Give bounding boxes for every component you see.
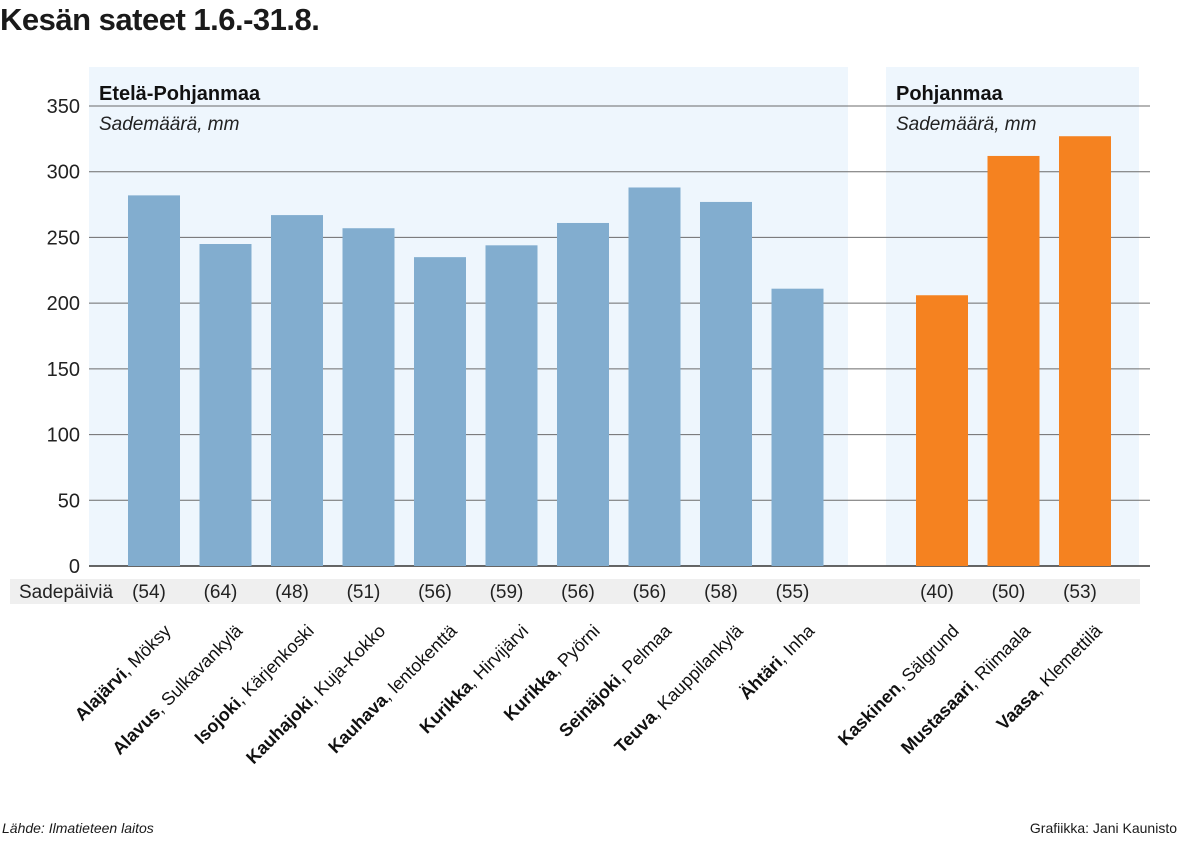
y-tick-label: 350 xyxy=(47,96,80,118)
station-label: Kauhava, lentokenttä xyxy=(324,620,461,757)
station-label: Mustasaari, Riimaala xyxy=(897,620,1035,758)
rain-days-label: Sadepäiviä xyxy=(19,582,113,603)
station-site: , Möksy xyxy=(117,621,175,679)
station-name: Mustasaari xyxy=(897,677,978,758)
y-tick-label: 0 xyxy=(69,556,80,578)
y-tick-label: 100 xyxy=(47,425,80,447)
bar xyxy=(485,245,538,567)
rain-days-value: (55) xyxy=(776,582,810,603)
station-site: , Hirvijärvi xyxy=(462,621,532,691)
y-tick-label: 200 xyxy=(47,293,80,315)
bar xyxy=(700,201,752,566)
bar xyxy=(557,222,609,566)
rain-days-value: (56) xyxy=(561,582,595,603)
rain-days-value: (53) xyxy=(1063,582,1097,603)
station-name: Kauhajoki xyxy=(242,693,317,768)
bar xyxy=(1059,136,1111,566)
station-site: , Riimaala xyxy=(964,620,1035,691)
bar xyxy=(771,288,824,566)
station-label: Isojoki, Kärjenkoski xyxy=(191,621,318,748)
bar xyxy=(414,257,466,566)
station-site: , Klemettilä xyxy=(1029,620,1107,698)
group-title: Etelä-Pohjanmaa xyxy=(99,83,261,105)
station-site: , Pyörni xyxy=(547,621,604,678)
rain-days-value: (59) xyxy=(490,582,524,603)
station-name: Kaskinen xyxy=(834,679,905,750)
rain-days-value: (51) xyxy=(347,582,381,603)
rain-days-value: (56) xyxy=(418,582,452,603)
rain-days-value: (50) xyxy=(992,582,1026,603)
bar xyxy=(342,228,395,566)
y-tick-label: 250 xyxy=(47,227,80,249)
station-site: , Sälgrund xyxy=(891,621,963,693)
station-site: , Inha xyxy=(772,620,819,667)
station-label: Kauhajoki, Kuja-Kokko xyxy=(242,621,389,768)
y-tick-label: 50 xyxy=(58,490,80,512)
station-name: Seinäjoki xyxy=(555,671,625,741)
bar xyxy=(916,295,968,566)
graphics-credit: Grafiikka: Jani Kaunisto xyxy=(1029,820,1177,836)
rain-days-value: (40) xyxy=(920,582,954,603)
chart-title: Kesän sateet 1.6.-31.8. xyxy=(0,2,320,37)
station-label: Alavus, Sulkavankylä xyxy=(108,620,247,759)
station-name: Kurikka xyxy=(416,676,478,738)
rain-days-value: (54) xyxy=(132,582,166,603)
station-name: Kauhava xyxy=(324,689,392,757)
y-tick-label: 300 xyxy=(47,162,80,184)
rain-days-value: (48) xyxy=(275,582,309,603)
rain-days-strip xyxy=(10,579,1140,604)
rain-days-value: (64) xyxy=(204,582,238,603)
group-title: Pohjanmaa xyxy=(896,83,1004,105)
bar xyxy=(199,244,252,566)
bar xyxy=(128,195,180,566)
station-name: Alavus xyxy=(108,703,164,759)
rain-days-value: (58) xyxy=(704,582,738,603)
group-unit-label: Sademäärä, mm xyxy=(99,114,239,135)
bar xyxy=(987,155,1040,566)
station-label: Kaskinen, Sälgrund xyxy=(834,621,963,750)
rain-days-value: (56) xyxy=(633,582,667,603)
bar xyxy=(271,215,323,567)
y-tick-label: 150 xyxy=(47,359,80,381)
source-note: Lähde: Ilmatieteen laitos xyxy=(2,820,154,836)
station-label: Teuva, Kauppilankylä xyxy=(611,620,748,757)
bar xyxy=(628,187,681,566)
station-site: , Pelmaa xyxy=(611,620,676,685)
station-name: Alajärvi xyxy=(71,665,131,725)
station-label: Ähtäri, Inha xyxy=(736,620,819,703)
station-name: Kurikka xyxy=(500,663,562,725)
station-name: Isojoki xyxy=(191,694,245,748)
group-unit-label: Sademäärä, mm xyxy=(896,114,1036,135)
